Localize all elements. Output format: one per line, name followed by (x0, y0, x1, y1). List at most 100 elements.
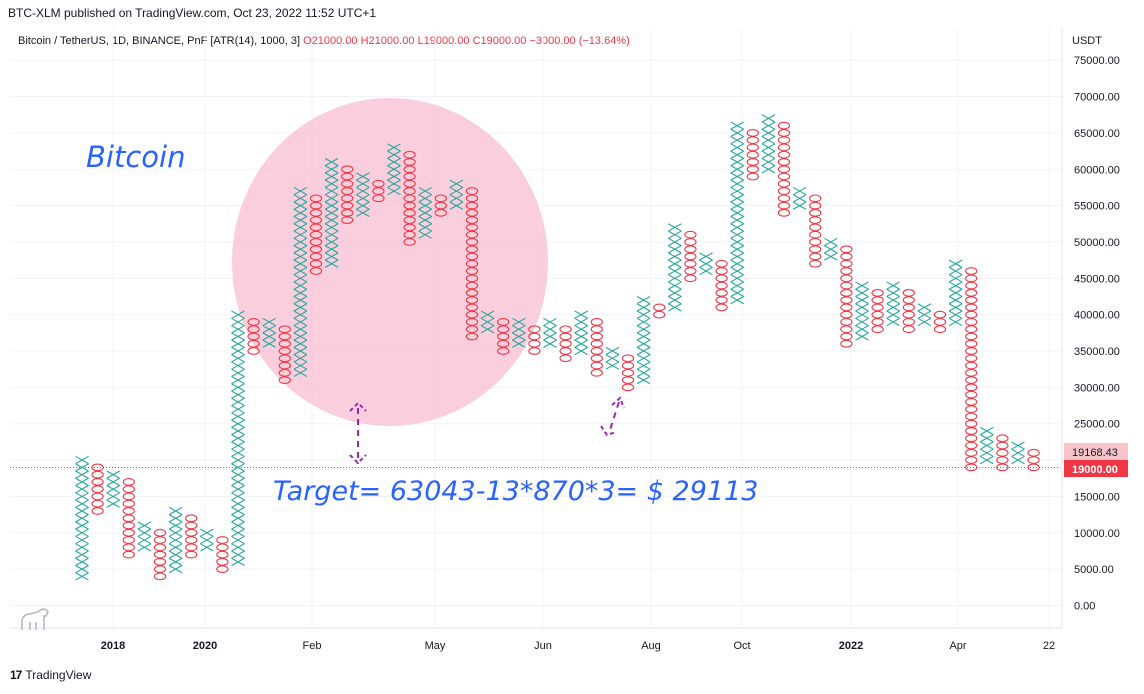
x-box (980, 448, 994, 457)
o-box (809, 245, 822, 254)
pnf-o-column (372, 179, 385, 203)
y-tick-label: 75000.00 (1074, 55, 1120, 67)
o-box (497, 339, 510, 348)
x-box (512, 325, 526, 334)
x-box (324, 201, 339, 210)
o-box (497, 325, 510, 334)
o-box (965, 405, 978, 414)
x-box (387, 186, 401, 196)
pnf-x-column (449, 179, 464, 210)
o-box (403, 179, 416, 188)
x-box (231, 543, 245, 552)
x-box (605, 346, 620, 356)
x-box (262, 332, 276, 341)
x-box (293, 259, 308, 268)
pnf-x-column (668, 223, 682, 312)
x-box (668, 252, 682, 261)
x-box (231, 485, 245, 494)
o-box (122, 499, 135, 508)
o-box (965, 267, 978, 275)
x-box (231, 434, 245, 443)
x-box (730, 186, 744, 196)
x-box (356, 179, 370, 188)
x-box (293, 332, 308, 341)
x-box (730, 296, 744, 305)
x-box (293, 216, 308, 225)
o-box (91, 492, 104, 501)
x-box (699, 266, 713, 276)
x-box (886, 296, 900, 305)
x-box (200, 543, 214, 552)
x-box (855, 332, 869, 341)
x-box (168, 535, 183, 545)
x-box (231, 528, 245, 537)
x-tick-label: 2022 (839, 640, 863, 652)
o-box (840, 296, 853, 305)
o-box (403, 150, 416, 159)
o-box (403, 158, 416, 166)
x-box (730, 143, 744, 152)
ohlc-change: −3000.00 (−13.64%) (529, 35, 630, 47)
o-box (684, 267, 697, 275)
o-box (965, 448, 978, 457)
o-box (653, 310, 666, 319)
pnf-x-column (761, 114, 776, 174)
o-box (590, 318, 603, 326)
o-box (965, 281, 978, 290)
x-box (75, 550, 89, 559)
x-box (668, 223, 682, 232)
o-box (465, 252, 479, 261)
dinosaur-icon[interactable] (21, 608, 49, 630)
y-tick-label: 0.00 (1074, 601, 1095, 613)
o-box (965, 463, 978, 472)
pnf-x-column (387, 143, 401, 196)
o-box (372, 194, 385, 203)
o-box (621, 376, 635, 384)
o-box (902, 310, 915, 319)
x-box (761, 150, 776, 159)
o-box (590, 361, 603, 370)
pnf-o-column (465, 187, 479, 341)
o-box (746, 158, 759, 166)
o-box (871, 310, 884, 319)
x-box (886, 317, 900, 327)
o-box (1027, 456, 1040, 464)
o-box (465, 201, 479, 210)
o-box (216, 543, 229, 552)
x-box (730, 274, 744, 283)
o-box (590, 325, 603, 334)
x-box (418, 230, 432, 239)
x-box (668, 266, 682, 276)
o-box (247, 318, 260, 326)
o-box (715, 281, 728, 290)
x-box (730, 157, 744, 167)
x-box (293, 281, 308, 290)
o-box (777, 201, 791, 210)
pnf-x-column (480, 310, 495, 334)
x-box (574, 346, 588, 356)
x-box (231, 325, 245, 334)
pnf-o-column (777, 121, 791, 217)
o-box (965, 427, 978, 435)
x-box (293, 354, 308, 363)
o-box (777, 143, 791, 152)
x-box (886, 288, 900, 297)
o-box (278, 325, 291, 334)
pnf-o-column (216, 536, 229, 574)
y-axis-ticks: 75000.00 70000.00 65000.00 60000.00 55000.00… (1074, 55, 1120, 612)
x-tick-label: Apr (949, 640, 966, 652)
x-box (730, 245, 744, 254)
o-box (621, 361, 635, 370)
x-box (293, 325, 308, 334)
pnf-o-column (91, 463, 104, 515)
o-box (902, 296, 915, 305)
o-box (122, 536, 135, 544)
o-box (122, 485, 135, 494)
x-box (324, 216, 339, 225)
x-axis-ticks: 2018 2020 Feb May Jun Aug Oct 2022 Apr 22 (101, 640, 1055, 652)
x-box (75, 521, 89, 530)
x-box (293, 230, 308, 239)
x-box (293, 310, 308, 319)
o-box (746, 165, 759, 174)
